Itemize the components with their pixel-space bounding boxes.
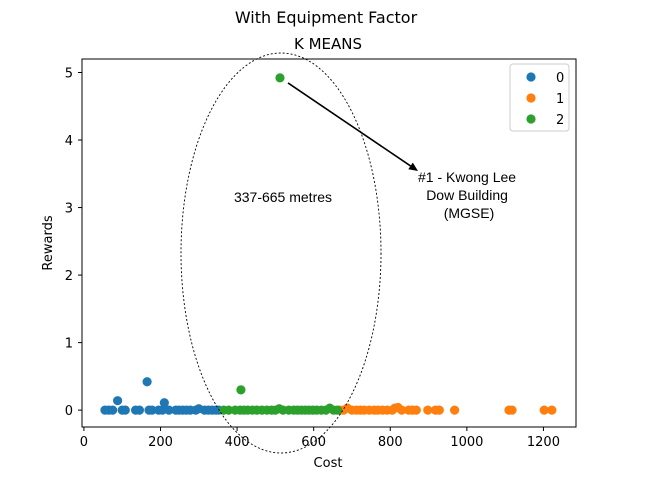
x-tick-label: 0 [80,435,88,450]
data-point [113,396,123,406]
data-point [157,405,168,415]
legend-marker [526,72,536,82]
chart-suptitle: With Equipment Factor [235,8,418,27]
x-axis-label: Cost [314,456,343,471]
legend: 0 1 2 [509,63,570,132]
x-tick-label: 1000 [450,435,483,450]
axes-frame [81,58,577,428]
data-point [236,385,246,395]
x-tick-label: 1200 [527,435,560,450]
y-axis-label: Rewards [41,215,56,270]
annotation-arrow [287,82,418,171]
legend-label: 1 [556,92,564,107]
y-tick-label: 2 [65,269,73,284]
arrow-head [408,162,418,171]
series-0 [100,377,224,415]
data-point [450,405,460,415]
range-ellipse [180,52,382,454]
data-point [224,405,234,415]
x-tick-label: 200 [148,435,173,450]
arrow-annotation-line: #1 - Kwong Lee [418,169,516,185]
x-tick-label: 400 [225,435,250,450]
arrow-annotation: #1 - Kwong Lee Dow Building (MGSE) [418,169,520,221]
plot-area [100,73,557,415]
y-tick-label: 1 [65,337,73,352]
data-point [134,405,145,415]
legend-label: 0 [556,71,564,86]
chart-title: K MEANS [294,35,362,53]
data-point [142,377,152,387]
y-tick-label: 5 [65,67,73,82]
y-tick-label: 4 [65,134,73,149]
ellipse-annotation: 337-665 metres [234,189,332,205]
series-1 [335,402,557,415]
data-point [397,405,407,415]
data-point [159,398,169,408]
arrow-annotation-line: Dow Building [426,187,508,203]
y-tick-label: 3 [65,202,73,217]
legend-marker [526,114,536,124]
data-point [275,73,285,83]
legend-label: 2 [556,113,564,128]
x-tick-label: 800 [378,435,403,450]
legend-box [509,63,570,132]
legend-marker [526,93,536,103]
x-tick-label: 600 [301,435,326,450]
data-point [164,405,174,415]
data-point [547,405,557,415]
x-axis-ticks: 0 200 400 600 800 1000 1200 [80,427,560,450]
arrow-annotation-line: (MGSE) [444,205,495,221]
data-point [507,405,517,415]
data-point [120,405,130,415]
data-point [332,405,343,415]
series-2 [219,73,343,415]
data-point [423,405,433,415]
data-point [411,405,421,415]
arrow-shaft [287,82,411,167]
data-point [434,405,444,415]
y-tick-label: 0 [65,404,73,419]
data-point [108,405,118,415]
data-point [147,405,157,415]
y-axis-ticks: 0 1 2 3 4 5 [65,67,82,419]
data-point [539,405,549,415]
